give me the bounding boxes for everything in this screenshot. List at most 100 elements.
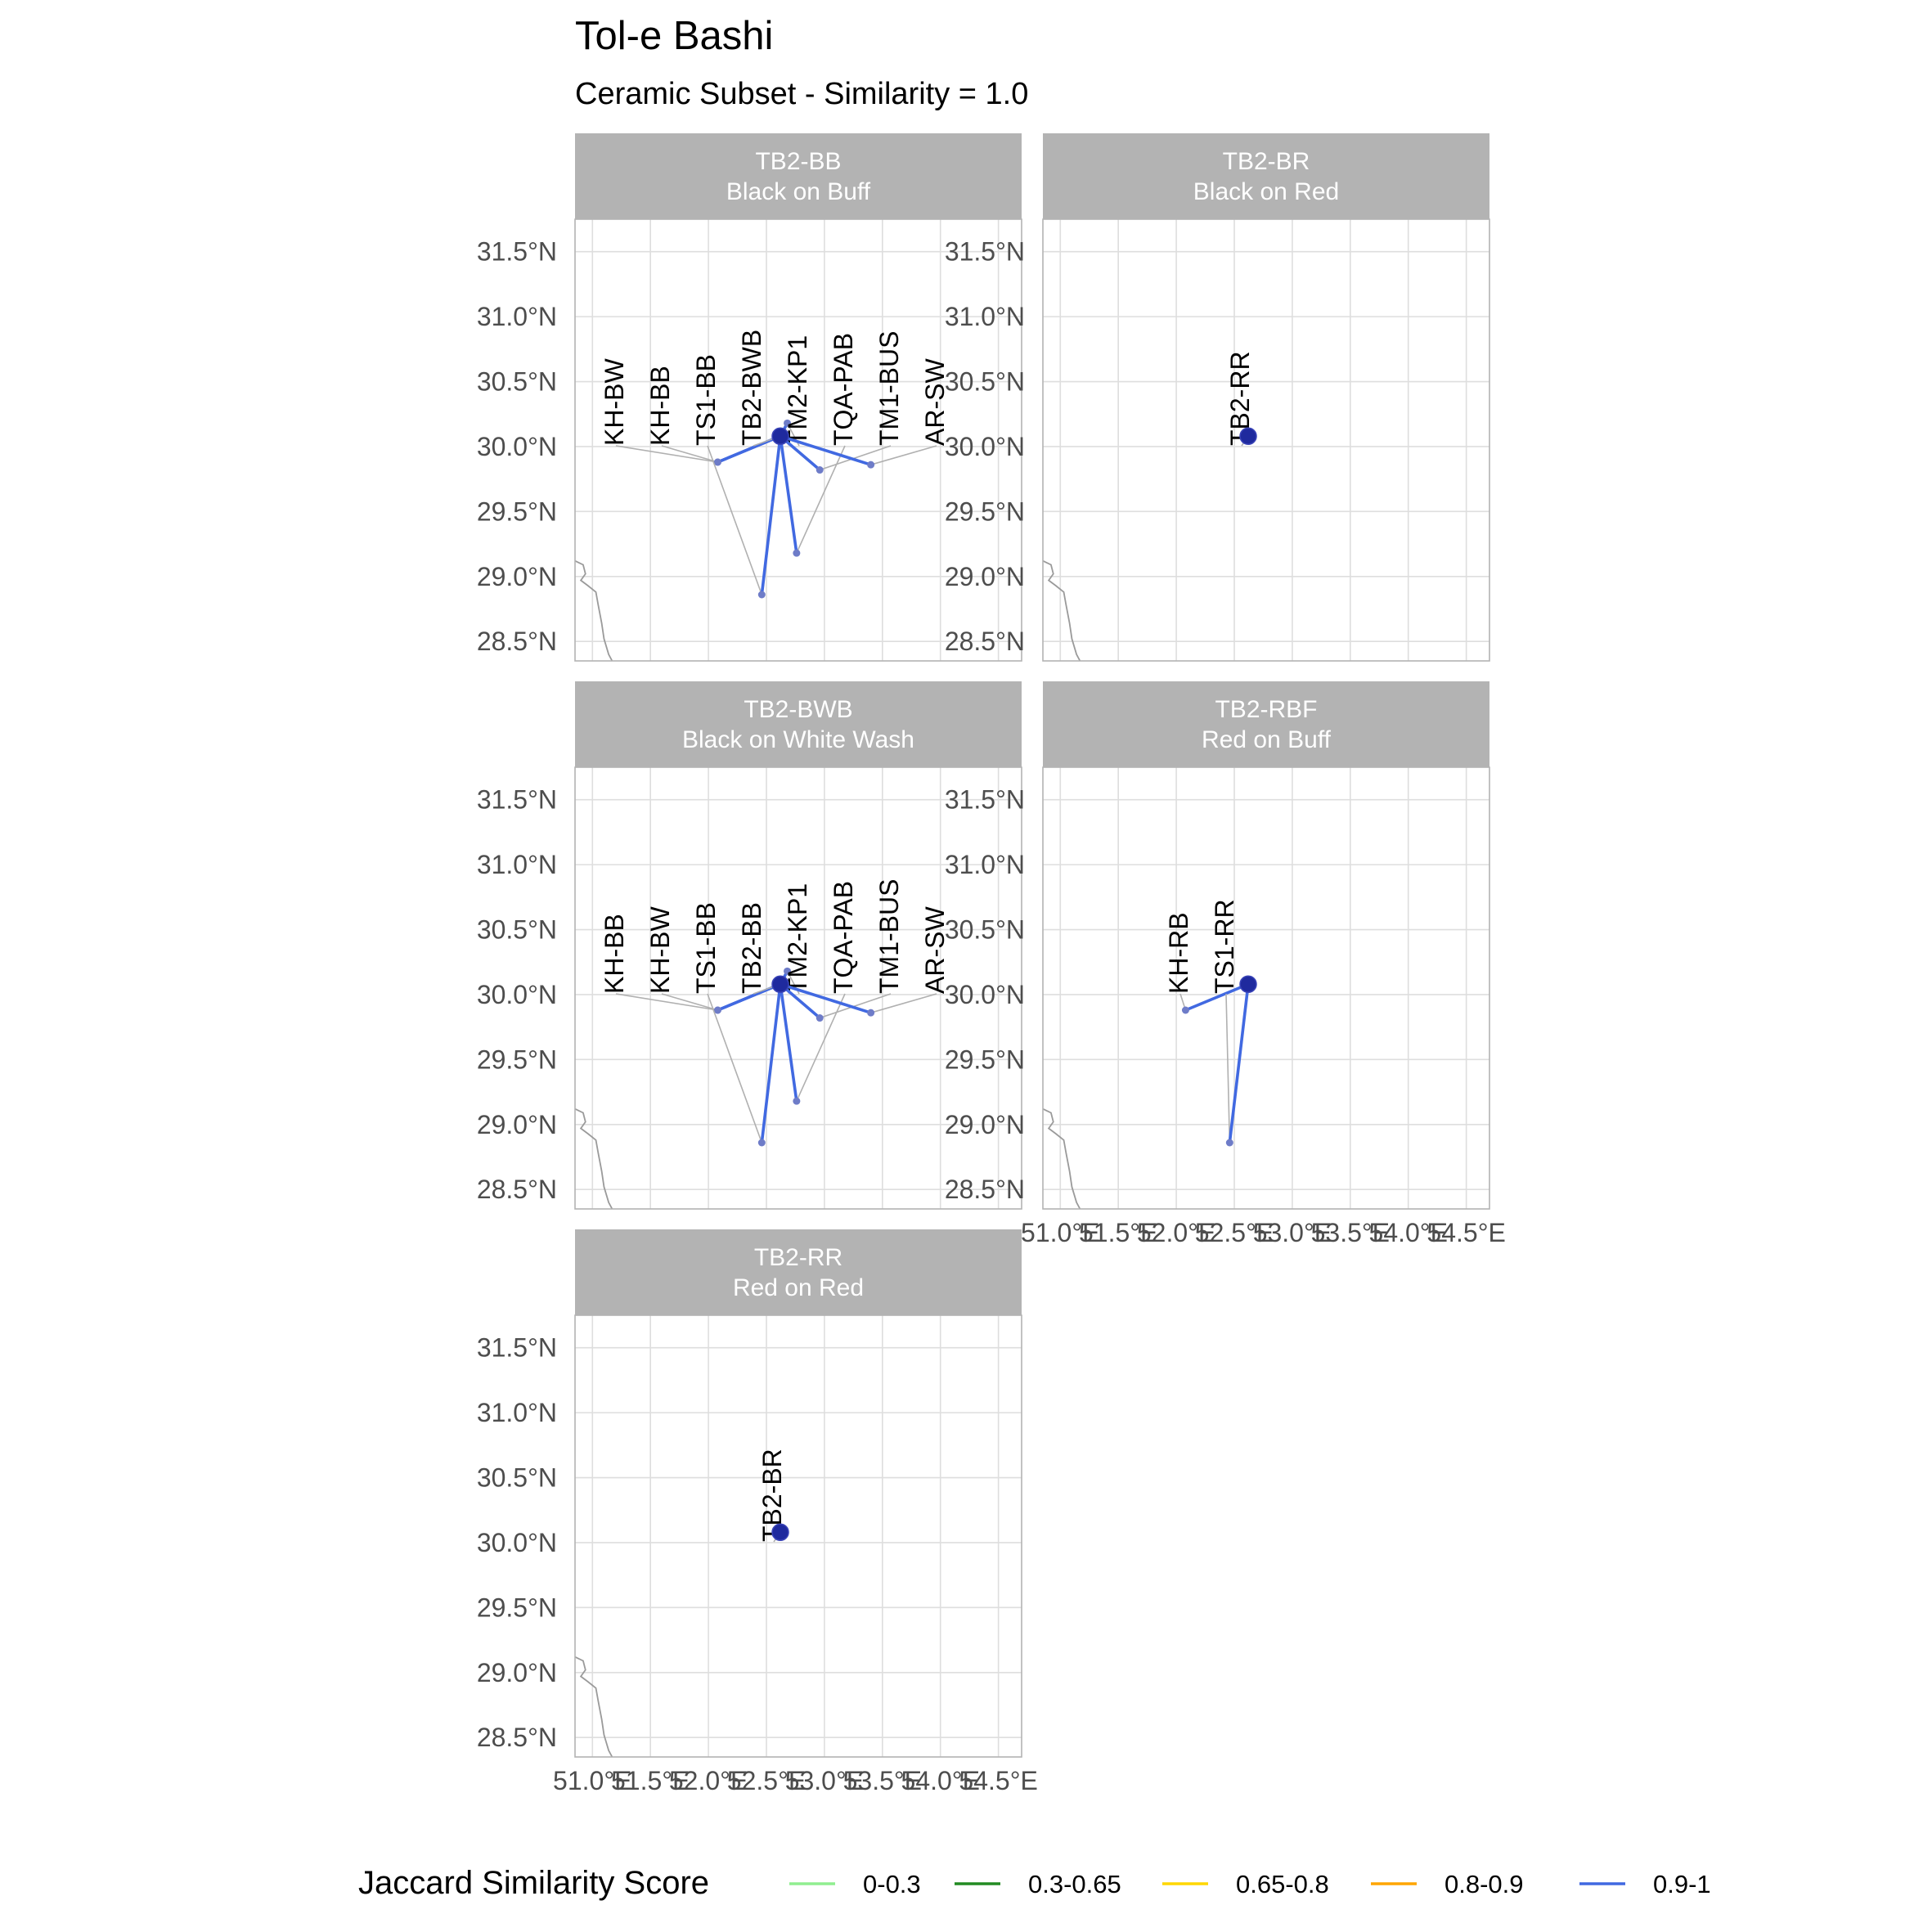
- x-tick-label: 51.0°E: [1021, 1218, 1099, 1247]
- facet-panel-tb2-bwb: TB2-BWB Black on White Wash 31.5°N 31.0°N 30…: [477, 681, 1022, 1210]
- similarity-edge: [779, 435, 798, 554]
- site-label: KH-BW: [600, 358, 629, 446]
- y-tick-label: 31.0°N: [477, 850, 557, 879]
- site-label: KH-BB: [645, 366, 675, 446]
- site-point: [784, 419, 792, 427]
- label-leader-line: [870, 993, 937, 1013]
- legend-title: Jaccard Similarity Score: [358, 1865, 709, 1901]
- legend-label: 0.8-0.9: [1445, 1870, 1524, 1898]
- facet-panel-tb2-rr: TB2-RR Red on Red 31.5°N 31.0°N 30.5°N 30.0°N…: [477, 1229, 1038, 1795]
- gridlines: [575, 1315, 1022, 1757]
- center-site-node: [1239, 427, 1257, 445]
- site-label: TB2-BWB: [737, 330, 766, 446]
- panel-background: [575, 767, 1022, 1209]
- site-point: [757, 591, 766, 599]
- legend: Jaccard Similarity Score 0-0.3 0.3-0.65 0.6…: [358, 1865, 1711, 1901]
- y-tick-label: 30.0°N: [945, 980, 1025, 1009]
- y-tick-label: 30.5°N: [477, 1463, 557, 1493]
- site-label: TS1-RR: [1210, 899, 1239, 994]
- x-tick-label: 53.0°E: [785, 1766, 864, 1795]
- similarity-edge: [1184, 982, 1249, 1012]
- similarity-edge: [760, 984, 782, 1143]
- site-label: TM1-BUS: [874, 879, 904, 994]
- site-label: TQA-PAB: [829, 333, 858, 446]
- facet-strip-name: Black on Red: [1193, 178, 1339, 205]
- y-tick-label: 28.5°N: [477, 1175, 557, 1204]
- y-tick-label: 31.0°N: [945, 302, 1025, 331]
- similarity-edge: [1228, 984, 1250, 1143]
- x-tick-label: 54.5°E: [1427, 1218, 1505, 1247]
- site-point: [867, 461, 875, 469]
- facet-strip-name: Black on White Wash: [682, 726, 914, 753]
- y-tick-label: 30.0°N: [477, 1528, 557, 1557]
- y-tick-label: 29.5°N: [477, 496, 557, 526]
- facet-strip-code: TB2-BB: [755, 148, 841, 175]
- y-tick-label: 28.5°N: [945, 627, 1025, 656]
- site-label: TM2-KP1: [783, 883, 812, 994]
- center-site-node: [771, 1523, 789, 1541]
- y-tick-label: 30.5°N: [945, 915, 1025, 945]
- site-point: [713, 1006, 721, 1014]
- panel-border: [574, 218, 1022, 662]
- legend-label: 0.9-1: [1653, 1870, 1711, 1898]
- label-leader-line: [615, 445, 718, 463]
- y-tick-label: 28.5°N: [945, 1175, 1025, 1204]
- label-leader-line: [707, 445, 763, 595]
- facet-strip: [1043, 681, 1489, 767]
- y-tick-label: 28.5°N: [477, 627, 557, 656]
- panel-border: [574, 1314, 1022, 1758]
- x-tick-label: 51.0°E: [553, 1766, 631, 1795]
- gridlines: [1043, 219, 1489, 661]
- y-tick-label: 31.0°N: [477, 1398, 557, 1427]
- y-tick-label: 30.5°N: [477, 915, 557, 945]
- y-tick-label: 29.0°N: [477, 1110, 557, 1139]
- y-tick-label: 30.5°N: [477, 367, 557, 397]
- site-label: TQA-PAB: [829, 881, 858, 994]
- facet-strip: [575, 133, 1022, 219]
- site-label: AR-SW: [920, 906, 950, 994]
- similarity-edge: [779, 983, 798, 1102]
- facet-panel-tb2-bb: TB2-BB Black on Buff 31.5°N 31.0°N 30.5°N 30.…: [477, 133, 1022, 662]
- similarity-edge: [780, 434, 872, 466]
- x-tick-label: 54.0°E: [1369, 1218, 1448, 1247]
- x-tick-label: 53.5°E: [1311, 1218, 1390, 1247]
- label-leader-line: [615, 993, 718, 1011]
- coastline: [1042, 1108, 1081, 1210]
- site-label: AR-SW: [920, 358, 950, 446]
- y-tick-label: 29.0°N: [945, 1110, 1025, 1139]
- y-tick-label: 31.0°N: [945, 850, 1025, 879]
- site-label: KH-BB: [600, 914, 629, 994]
- y-tick-label: 29.0°N: [477, 562, 557, 591]
- y-tick-label: 29.5°N: [477, 1045, 557, 1074]
- site-point: [1181, 1006, 1189, 1014]
- x-tick-label: 53.0°E: [1253, 1218, 1332, 1247]
- y-tick-label: 31.0°N: [477, 302, 557, 331]
- facet-strip-name: Red on Red: [733, 1274, 864, 1301]
- x-tick-label: 54.0°E: [901, 1766, 980, 1795]
- gridlines: [575, 219, 1022, 661]
- y-tick-label: 31.5°N: [945, 785, 1025, 815]
- site-label: TS1-BB: [691, 902, 721, 994]
- facet-strip-code: TB2-RR: [754, 1244, 842, 1271]
- coastline: [1042, 559, 1081, 662]
- y-tick-label: 30.0°N: [477, 432, 557, 461]
- panel-background: [1043, 767, 1489, 1209]
- facet-panels: TB2-BB Black on Buff 31.5°N 31.0°N 30.5°N 30.…: [477, 133, 1506, 1795]
- panel-background: [575, 1315, 1022, 1757]
- x-tick-label: 52.5°E: [727, 1766, 806, 1795]
- site-point: [793, 549, 801, 557]
- coastline: [574, 1108, 613, 1210]
- y-tick-label: 30.0°N: [477, 980, 557, 1009]
- y-tick-label: 29.0°N: [477, 1658, 557, 1687]
- y-tick-label: 28.5°N: [477, 1723, 557, 1752]
- facet-strip-code: TB2-RBF: [1215, 696, 1317, 723]
- center-site-node: [1239, 975, 1257, 993]
- facet-strip: [575, 681, 1022, 767]
- label-leader-line: [707, 993, 763, 1143]
- facet-strip-name: Red on Buff: [1202, 726, 1332, 753]
- site-label: TM2-KP1: [783, 335, 812, 446]
- site-point: [793, 1097, 801, 1105]
- site-label: KH-BW: [645, 906, 675, 994]
- center-site-node: [771, 427, 789, 445]
- site-label: TM1-BUS: [874, 331, 904, 446]
